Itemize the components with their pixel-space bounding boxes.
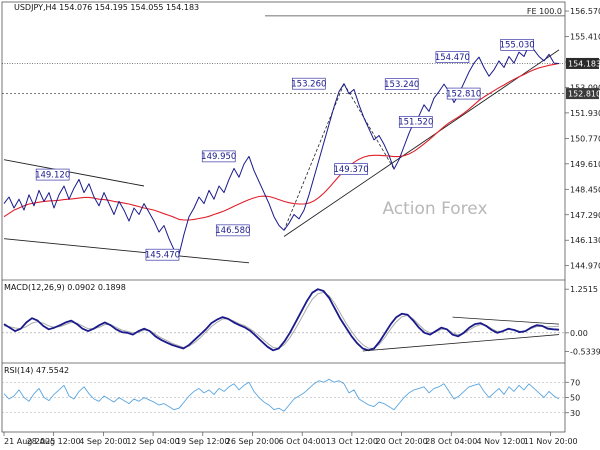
- price-y-tick-label: 149.610: [570, 160, 600, 169]
- annotation-label: 153.260: [291, 80, 326, 90]
- annotation-box: [215, 224, 250, 237]
- annotation-label: 149.370: [333, 165, 368, 175]
- price-y-tick-label: 144.970: [570, 262, 600, 271]
- price-y-tick-label: 153.090: [570, 83, 600, 92]
- price-y-tick-label: 156.570: [570, 7, 600, 16]
- annotation-box: [201, 150, 236, 163]
- price-y-tick-label: 150.770: [570, 134, 600, 143]
- fib-projection-line: [343, 83, 395, 170]
- annotation-label: 155.030: [500, 41, 535, 51]
- annotation-box: [384, 78, 419, 90]
- price-line: [3, 44, 560, 256]
- macd-trend-line: [452, 316, 560, 325]
- price-y-tick-label: 148.450: [570, 185, 600, 194]
- chart-frame: [1, 1, 566, 433]
- level-tag: [566, 88, 599, 100]
- panel-frames: [1, 1, 566, 433]
- x-tick-label: 26 Sep 20:00: [226, 437, 279, 446]
- x-tick-label: 28 Aug 12:00: [27, 437, 81, 446]
- x-tick-label: 4 Sep 20:00: [79, 437, 127, 446]
- price-panel-title: USDJPY,H4 154.076 154.195 154.055 154.18…: [14, 3, 199, 12]
- rsi-y-tick-label: 70: [570, 378, 580, 387]
- annotation-label: 154.470: [435, 53, 470, 63]
- x-tick-label: 4 Nov 12:00: [477, 437, 526, 446]
- annotation-box: [500, 39, 534, 51]
- fib-projection-line: [283, 83, 345, 231]
- macd-signal-line: [3, 291, 560, 349]
- rsi-panel-title: RSI(14) 47.5542: [4, 366, 69, 375]
- rsi-y-tick-label: 30: [570, 409, 580, 418]
- annotation-label: 152.810: [446, 89, 481, 99]
- fe-label: FE 100.0: [527, 7, 562, 16]
- annotation-box: [35, 168, 70, 181]
- moving-average-line: [3, 62, 560, 221]
- annotation-label: 149.950: [201, 152, 236, 162]
- x-tick-label: 19 Sep 12:00: [176, 437, 229, 446]
- price-y-tick-label: 147.290: [570, 211, 600, 220]
- rsi-line: [3, 378, 560, 412]
- x-tick-label: 13 Oct 12:00: [326, 437, 378, 446]
- annotation-label: 151.520: [398, 118, 433, 128]
- macd-y-tick-label: -0.5339: [570, 347, 600, 356]
- level-tag-label: 152.810: [568, 90, 600, 99]
- annotation-box: [398, 116, 433, 128]
- trend-line: [283, 49, 560, 237]
- trend-line: [3, 159, 145, 187]
- annotation-box: [145, 248, 180, 261]
- rsi-panel: 70 50 30: [2, 378, 580, 418]
- annotation-box: [446, 87, 481, 100]
- level-tag: [566, 57, 599, 69]
- x-tick-label: 12 Sep 04:00: [126, 437, 179, 446]
- price-panel: 156.570155.410154.250153.090151.930150.7…: [2, 7, 600, 271]
- x-tick-label: 21 Aug 2025: [4, 437, 55, 446]
- level-tag-label: 154.183: [568, 59, 600, 68]
- rsi-y-tick-label: 50: [570, 394, 580, 403]
- annotation-label: 153.240: [384, 80, 419, 90]
- macd-trend-line: [362, 334, 560, 352]
- trend-line: [3, 238, 250, 264]
- price-y-tick-label: 146.130: [570, 236, 600, 245]
- watermark-text: Action Forex: [382, 199, 487, 219]
- annotation-label: 145.470: [145, 251, 180, 261]
- annotation-label: 146.580: [215, 226, 250, 236]
- annotation-label: 149.120: [35, 170, 70, 180]
- x-tick-label: 20 Oct 20:00: [376, 437, 428, 446]
- x-tick-label: 6 Oct 04:00: [279, 437, 326, 446]
- annotation-box: [291, 77, 326, 90]
- x-tick-label: 11 Nov 20:00: [524, 437, 578, 446]
- x-tick-label: 28 Oct 04:00: [425, 437, 477, 446]
- macd-y-tick-label: 1.2515: [570, 285, 598, 294]
- macd-y-tick-label: 0.00: [570, 329, 588, 338]
- annotation-box: [334, 163, 368, 175]
- macd-line: [3, 288, 560, 352]
- price-y-tick-label: 151.930: [570, 109, 600, 118]
- price-y-tick-label: 155.410: [570, 33, 600, 42]
- macd-panel-title: MACD(12,26,9) 0.0902 0.1898: [4, 283, 126, 292]
- annotation-box: [435, 51, 470, 63]
- macd-panel: 1.2515 0.00 -0.5339: [2, 285, 600, 356]
